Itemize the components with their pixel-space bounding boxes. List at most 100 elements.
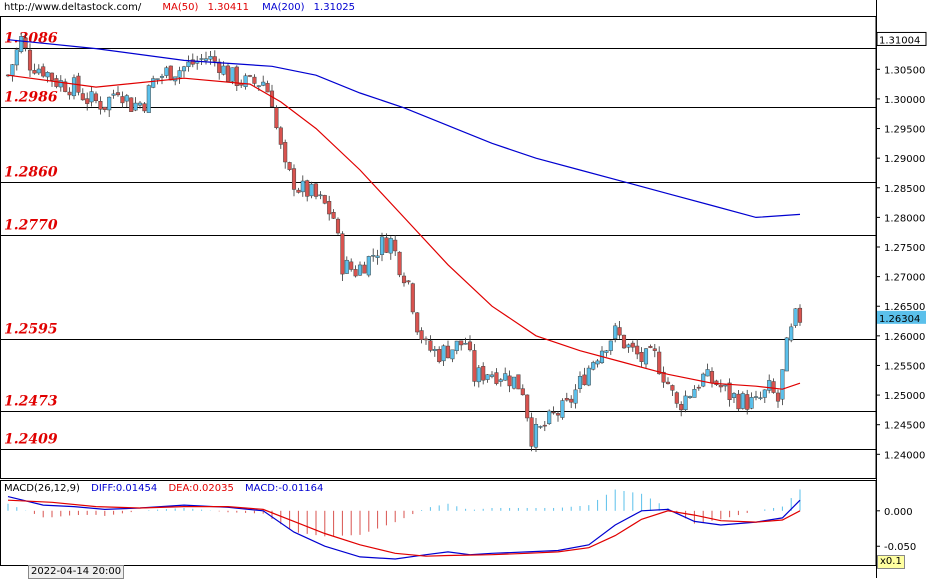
price-axis: 1.310001.305001.300001.295001.290001.285… — [876, 31, 927, 461]
candle-20 — [93, 91, 99, 104]
candle-120 — [533, 417, 539, 452]
candle-51 — [230, 67, 235, 85]
candle-140 — [621, 334, 627, 349]
candle-10 — [49, 72, 55, 87]
zoom-readout[interactable]: x0.1 — [877, 555, 905, 569]
candle-112 — [498, 378, 503, 387]
candle-167 — [740, 391, 745, 410]
level-label-1: 1.2986 — [4, 90, 58, 106]
candle-156 — [692, 385, 697, 398]
candle-90 — [401, 272, 407, 287]
candle-23 — [107, 96, 112, 118]
candle-106 — [472, 343, 477, 387]
candle-57 — [256, 85, 261, 91]
candle-36 — [164, 65, 169, 79]
candle-110 — [489, 371, 495, 379]
candle-157 — [696, 384, 701, 391]
candle-119 — [529, 412, 534, 452]
price-tag-1: 1.26304 — [879, 314, 920, 325]
candle-114 — [507, 370, 512, 393]
candle-171 — [758, 391, 763, 401]
y-tick-label-14: 1.24000 — [884, 450, 925, 461]
y-tick-label-10: 1.26000 — [884, 332, 925, 343]
candle-42 — [190, 53, 195, 68]
candle-44 — [199, 53, 204, 66]
candle-180 — [797, 304, 803, 326]
candle-153 — [679, 401, 684, 417]
level-label-0: 1.3086 — [4, 31, 58, 47]
candle-76 — [340, 231, 345, 282]
macd-tick-label-1: -0.050 — [884, 542, 916, 553]
y-tick-label-2: 1.30000 — [884, 95, 925, 106]
candle-155 — [687, 395, 693, 399]
candle-29 — [133, 97, 138, 112]
candle-31 — [142, 102, 147, 114]
candle-121 — [538, 425, 543, 429]
candle-98 — [437, 346, 442, 364]
candle-89 — [397, 251, 402, 278]
candle-17 — [80, 88, 85, 101]
candle-63 — [283, 139, 288, 169]
ma50-value: 1.30411 — [207, 2, 249, 13]
macd-panel: 0.000 -0.050 — [7, 489, 916, 560]
candle-128 — [569, 395, 574, 409]
candle-134 — [595, 358, 600, 368]
candle-101 — [450, 349, 455, 363]
candle-141 — [626, 343, 631, 353]
candle-159 — [705, 363, 710, 377]
candle-162 — [718, 379, 723, 393]
candle-84 — [375, 249, 380, 265]
candle-60 — [269, 84, 275, 107]
candle-78 — [349, 258, 354, 272]
candle-21 — [98, 96, 103, 115]
candle-91 — [406, 280, 411, 285]
ma200-value: 1.31025 — [313, 2, 356, 13]
candle-170 — [753, 390, 759, 401]
candle-149 — [661, 366, 666, 388]
site-url[interactable]: http://www.deltastock.com/ — [4, 2, 142, 13]
candle-12 — [58, 75, 63, 92]
y-tick-label-11: 1.25500 — [884, 361, 925, 372]
candle-147 — [652, 344, 657, 358]
y-tick-label-1: 1.30500 — [884, 65, 925, 76]
candle-70 — [313, 182, 319, 200]
candle-131 — [582, 367, 587, 386]
candle-86 — [384, 233, 389, 253]
support-resistance-levels: 1.3086 1.2986 1.2860 1.2770 1.2595 1.2473 1.24… — [1, 31, 876, 450]
candle-30 — [137, 101, 143, 109]
candle-109 — [485, 373, 490, 383]
candle-169 — [749, 392, 754, 410]
candle-39 — [177, 66, 182, 84]
y-tick-label-3: 1.29500 — [884, 125, 925, 136]
candle-146 — [648, 344, 653, 349]
candle-108 — [481, 362, 486, 385]
candle-37 — [168, 65, 173, 81]
candle-35 — [159, 73, 165, 85]
candle-75 — [335, 217, 341, 235]
candle-133 — [591, 360, 596, 371]
candle-93 — [415, 312, 420, 335]
candle-168 — [745, 389, 750, 415]
level-label-4: 1.2595 — [4, 322, 58, 338]
macd-header: MACD(26,12,9) DIFF:0.01454 DEA:0.02035 M… — [4, 483, 323, 494]
candle-142 — [630, 340, 635, 352]
candle-158 — [701, 372, 706, 388]
candle-144 — [639, 347, 644, 367]
candle-56 — [252, 74, 257, 88]
macd-diff-label: DIFF:0.01454 — [91, 483, 158, 494]
candle-122 — [542, 421, 547, 432]
candle-71 — [318, 191, 323, 200]
candle-64 — [287, 161, 292, 172]
ma50-line — [7, 74, 801, 390]
candle-163 — [723, 384, 728, 392]
candle-151 — [670, 384, 675, 397]
candle-138 — [613, 322, 618, 343]
candle-127 — [564, 392, 569, 402]
candle-61 — [274, 105, 279, 130]
candle-129 — [573, 384, 578, 409]
candle-3 — [19, 32, 24, 54]
candle-113 — [503, 367, 508, 381]
candle-15 — [71, 74, 77, 100]
candle-50 — [225, 63, 231, 82]
